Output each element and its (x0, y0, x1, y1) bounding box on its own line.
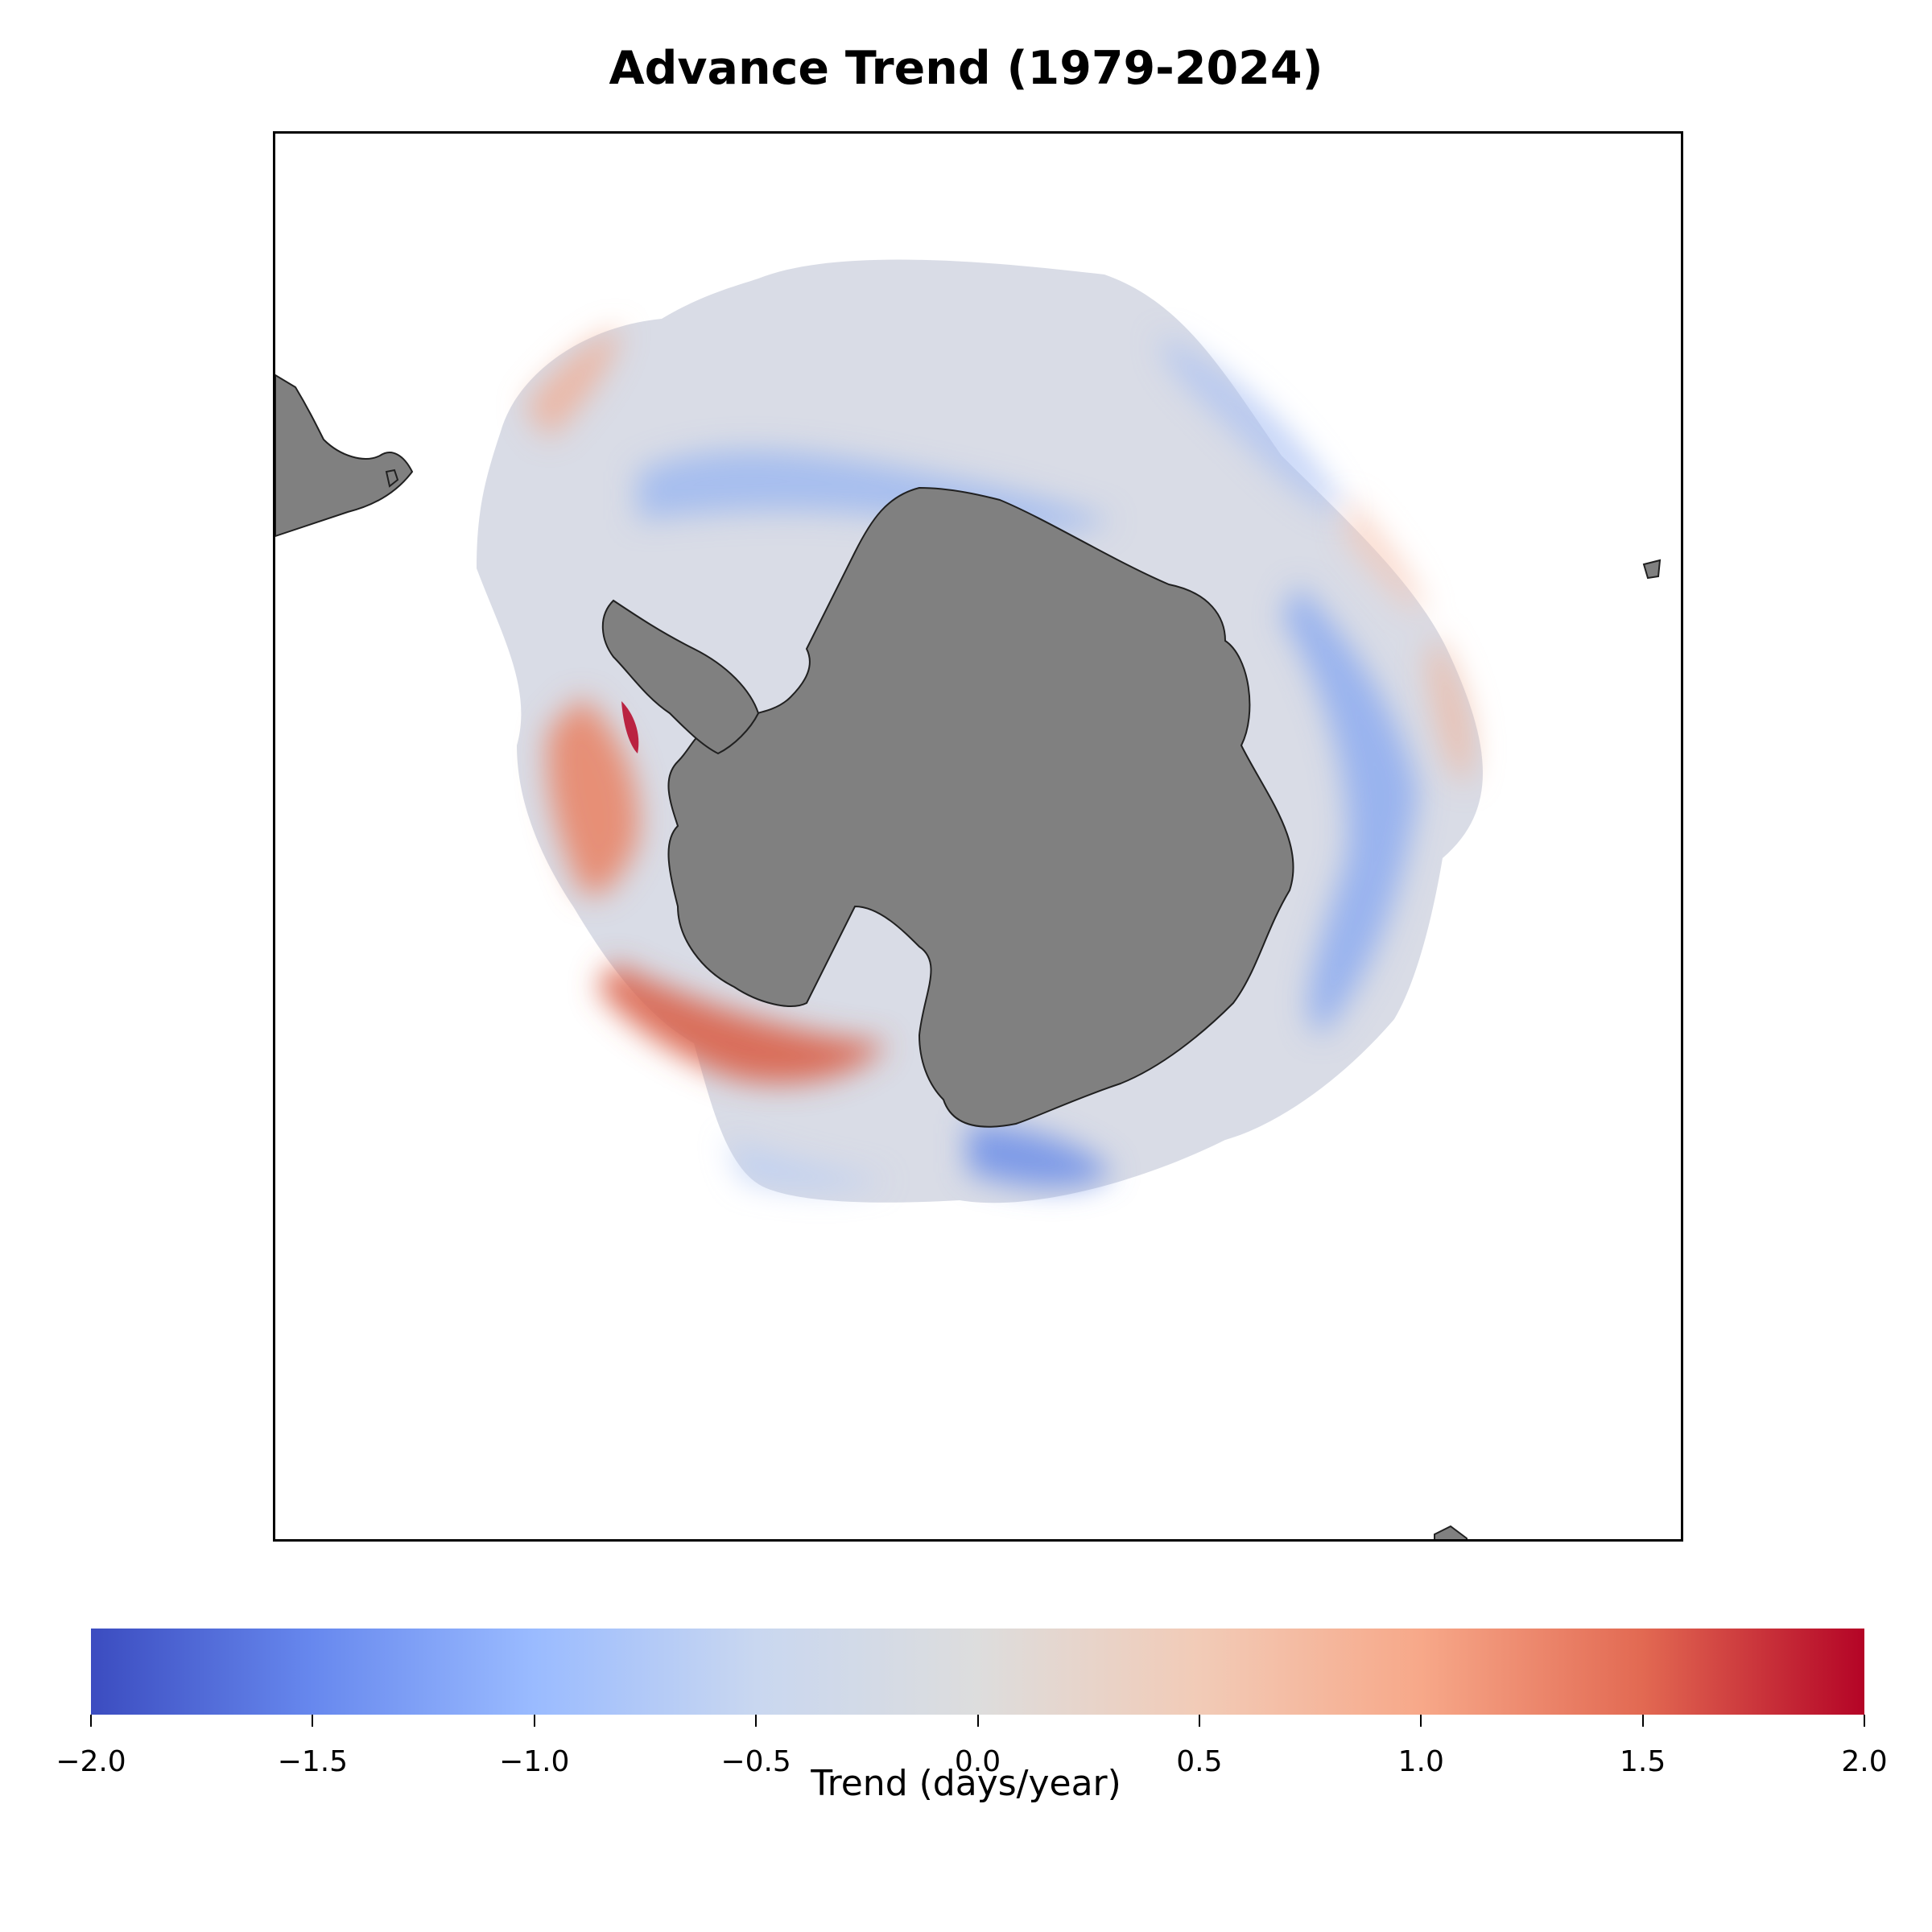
colorbar-tick-label: 2.0 (1841, 1745, 1888, 1778)
colorbar-tick-label: −1.5 (277, 1745, 349, 1778)
colorbar-tick-label: 0.0 (954, 1745, 1001, 1778)
small-island-south (1434, 1525, 1468, 1539)
colorbar-tick (1864, 1715, 1865, 1727)
colorbar-tick-label: 0.5 (1176, 1745, 1223, 1778)
colorbar-tick (533, 1715, 535, 1727)
colorbar-tick (90, 1715, 92, 1727)
colorbar-tick-label: −0.5 (720, 1745, 791, 1778)
chart-title: Advance Trend (1979-2024) (609, 42, 1323, 95)
colorbar-tick (312, 1715, 314, 1727)
antarctic-peninsula (601, 599, 760, 755)
colorbar-tick (1641, 1715, 1644, 1727)
small-island-east (1642, 559, 1662, 580)
colorbar-tick-label: 1.0 (1397, 1745, 1444, 1778)
colorbar (91, 1629, 1864, 1715)
falkland-islands (385, 469, 399, 488)
trend-positive-areas (525, 327, 1473, 1084)
south-america-tip (275, 374, 414, 538)
map-panel (273, 131, 1683, 1542)
colorbar-tick-label: −2.0 (56, 1745, 126, 1778)
peak-positive-trend (621, 701, 639, 753)
colorbar-ticks: −2.0 −1.5 −1.0 −0.5 0.0 0.5 1.0 1.5 2.0 (56, 1715, 1888, 1779)
colorbar-tick (755, 1715, 758, 1727)
colorbar-tick (1198, 1715, 1200, 1727)
colorbar-label: Trend (days/year) (811, 1763, 1121, 1804)
colorbar-tick-label: 1.5 (1619, 1745, 1666, 1778)
map-svg (275, 259, 1662, 1539)
colorbar-tick (976, 1715, 979, 1727)
colorbar-tick (1420, 1715, 1422, 1727)
colorbar-tick-label: −1.0 (499, 1745, 570, 1778)
